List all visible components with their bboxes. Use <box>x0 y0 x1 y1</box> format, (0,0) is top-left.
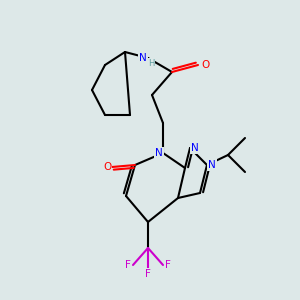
Text: F: F <box>125 260 131 270</box>
Text: F: F <box>145 269 151 279</box>
Text: N: N <box>139 53 147 63</box>
Text: F: F <box>165 260 171 270</box>
Text: N: N <box>191 143 199 153</box>
Text: N: N <box>208 160 216 170</box>
Text: N: N <box>155 148 163 158</box>
Text: O: O <box>201 60 209 70</box>
Text: H: H <box>148 58 154 68</box>
Text: O: O <box>103 162 111 172</box>
